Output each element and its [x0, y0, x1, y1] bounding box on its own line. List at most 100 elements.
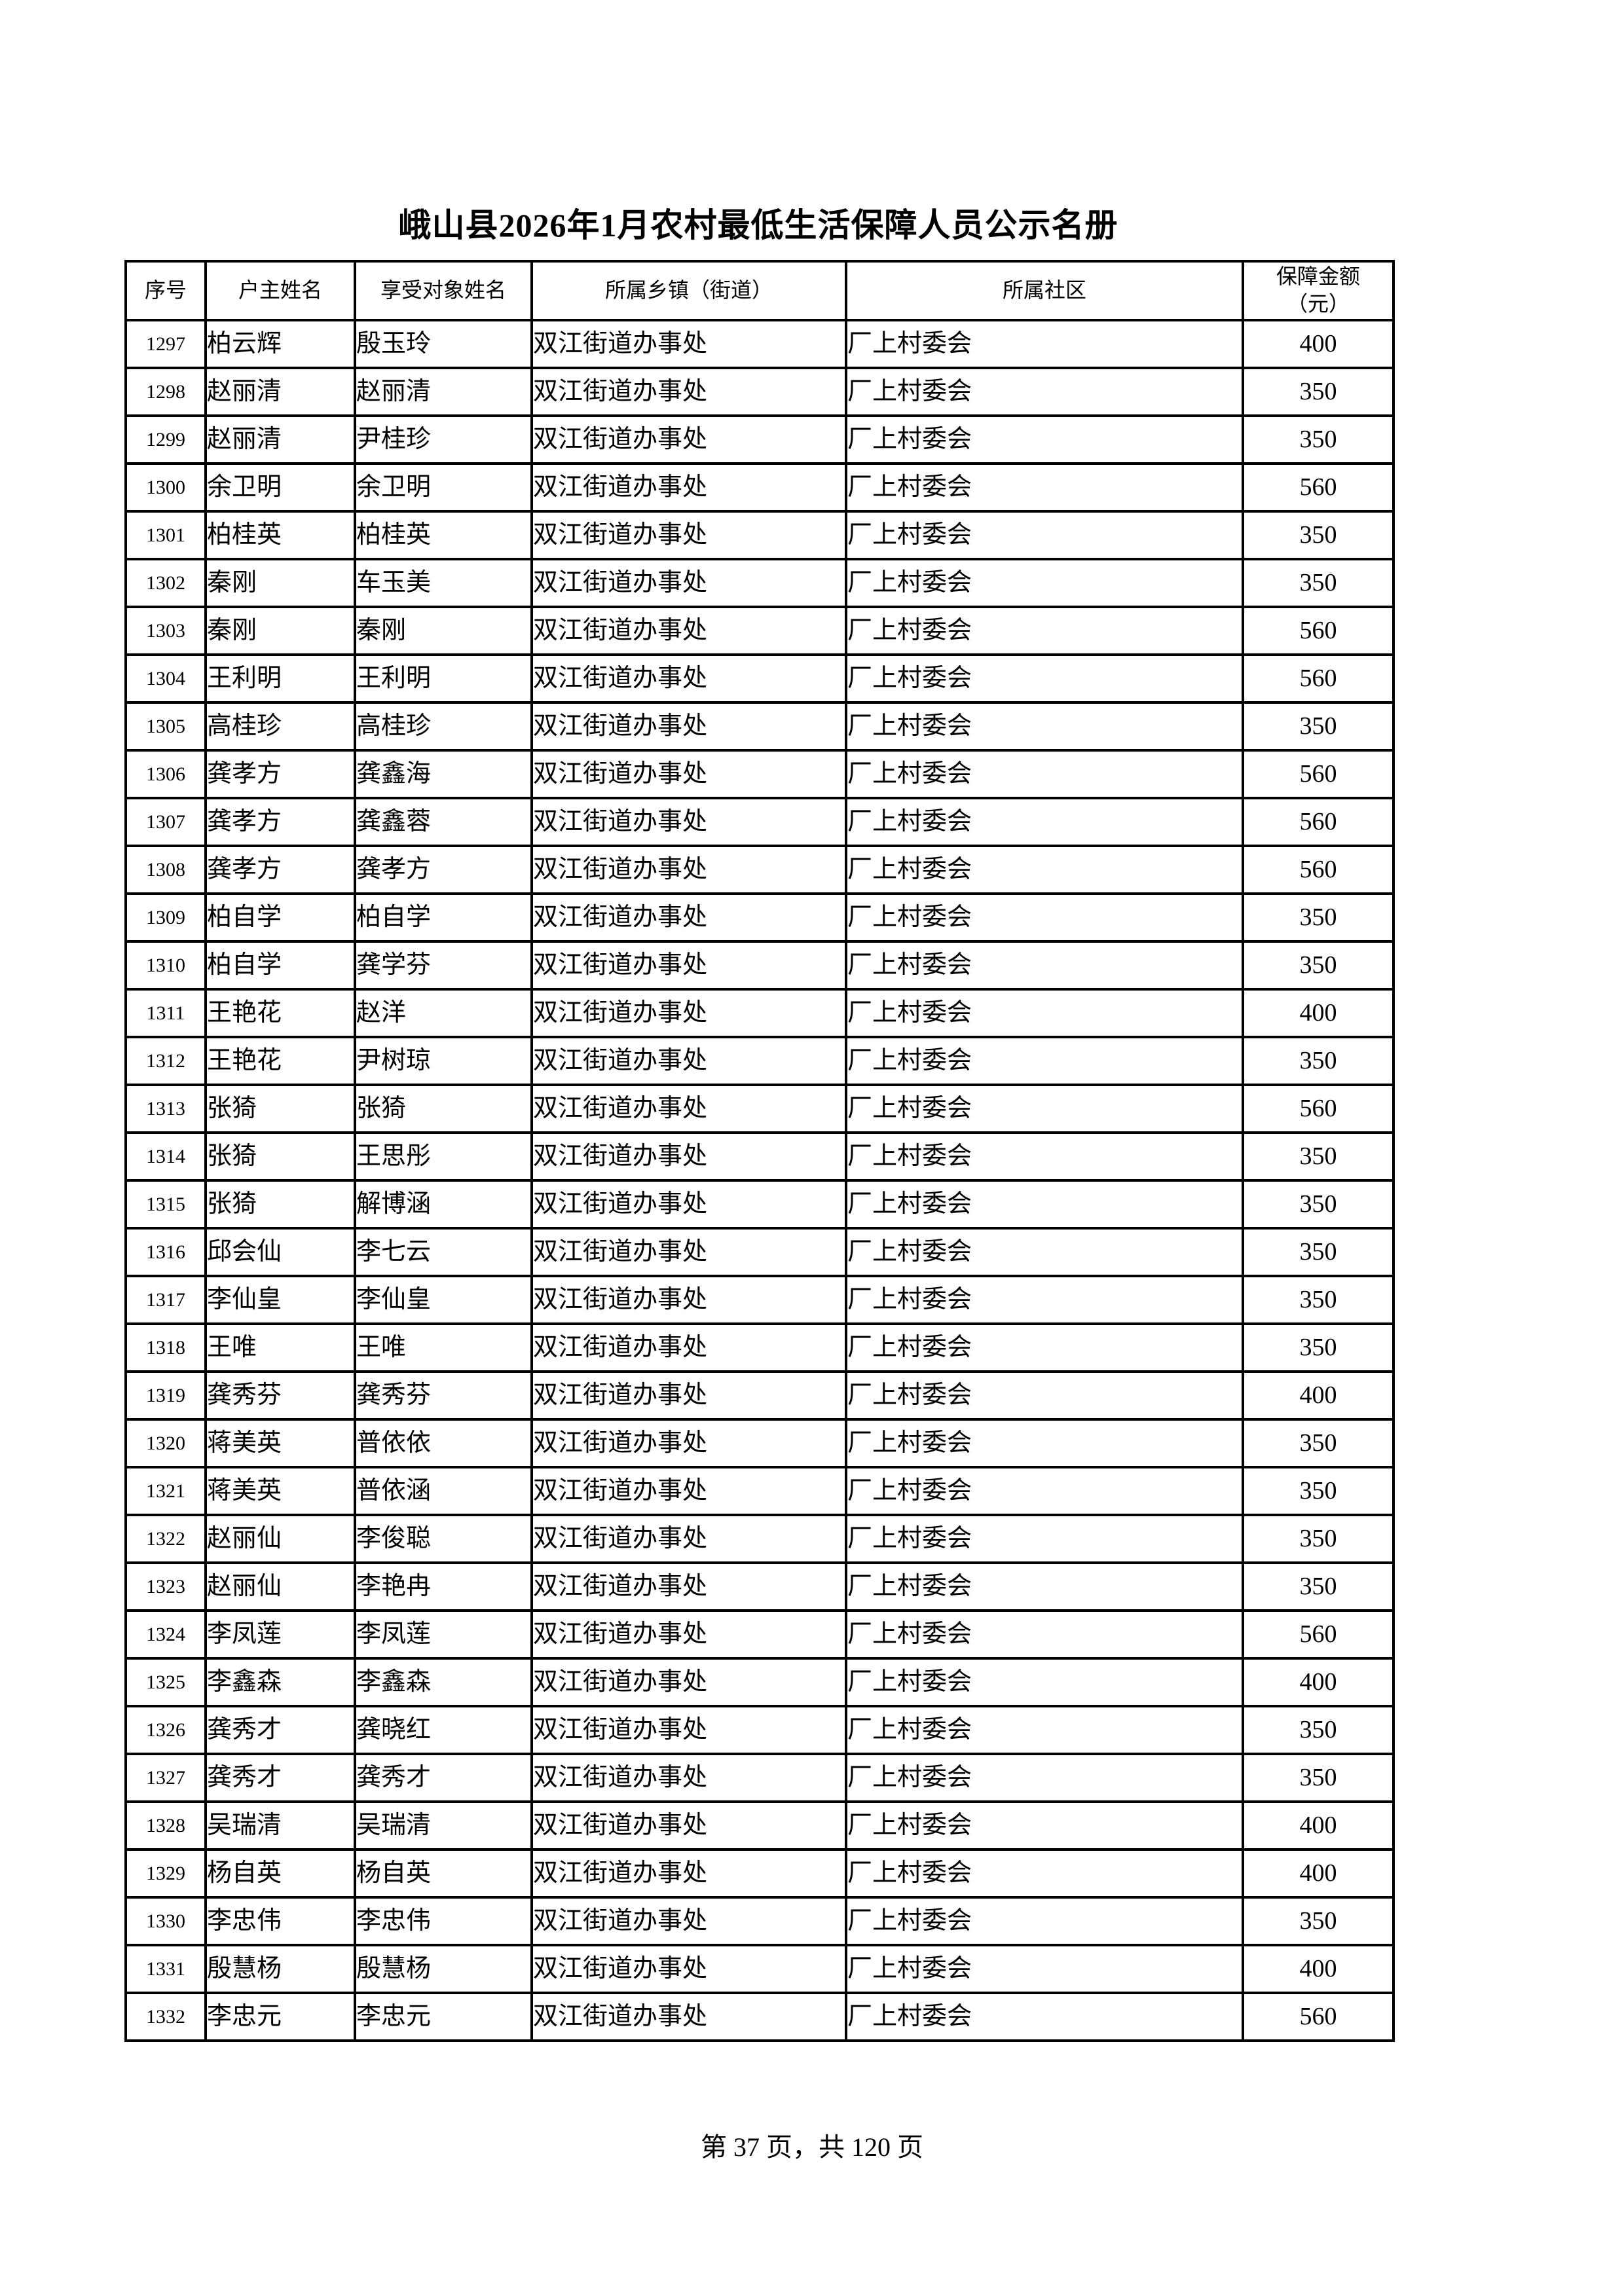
cell-township: 双江街道办事处: [530, 940, 847, 991]
cell-serial-number: 1321: [124, 1466, 207, 1516]
table-row: 1308 龚孝方 龚孝方 双江街道办事处 厂上村委会 560: [124, 845, 1395, 895]
cell-amount: 400: [1242, 1848, 1395, 1899]
cell-township: 双江街道办事处: [530, 1896, 847, 1946]
cell-amount: 350: [1242, 701, 1395, 752]
table-row: 1313 张猗 张猗 双江街道办事处 厂上村委会 560: [124, 1084, 1395, 1134]
cell-household-name: 李忠元: [204, 1992, 356, 2042]
cell-township: 双江街道办事处: [530, 1561, 847, 1612]
cell-township: 双江街道办事处: [530, 462, 847, 513]
cell-household-name: 赵丽清: [204, 367, 356, 417]
cell-amount: 350: [1242, 1275, 1395, 1325]
cell-serial-number: 1316: [124, 1227, 207, 1277]
cell-beneficiary-name: 王思彤: [354, 1131, 533, 1182]
cell-household-name: 赵丽仙: [204, 1561, 356, 1612]
cell-household-name: 李仙皇: [204, 1275, 356, 1325]
cell-amount: 560: [1242, 653, 1395, 704]
cell-amount: 350: [1242, 1466, 1395, 1516]
cell-community: 厂上村委会: [845, 1036, 1244, 1086]
table-row: 1319 龚秀芬 龚秀芬 双江街道办事处 厂上村委会 400: [124, 1370, 1395, 1421]
cell-township: 双江街道办事处: [530, 1084, 847, 1134]
cell-community: 厂上村委会: [845, 1848, 1244, 1899]
column-header-amount: 保障金额 （元）: [1242, 260, 1395, 321]
table-row: 1312 王艳花 尹树琼 双江街道办事处 厂上村委会 350: [124, 1036, 1395, 1086]
table-row: 1317 李仙皇 李仙皇 双江街道办事处 厂上村委会 350: [124, 1275, 1395, 1325]
cell-serial-number: 1319: [124, 1370, 207, 1421]
cell-township: 双江街道办事处: [530, 1036, 847, 1086]
cell-beneficiary-name: 尹树琼: [354, 1036, 533, 1086]
cell-community: 厂上村委会: [845, 1322, 1244, 1373]
cell-beneficiary-name: 李七云: [354, 1227, 533, 1277]
cell-community: 厂上村委会: [845, 1514, 1244, 1564]
cell-beneficiary-name: 车玉美: [354, 558, 533, 608]
table-row: 1325 李鑫森 李鑫森 双江街道办事处 厂上村委会 400: [124, 1657, 1395, 1707]
cell-community: 厂上村委会: [845, 367, 1244, 417]
cell-serial-number: 1308: [124, 845, 207, 895]
column-header-serial-number: 序号: [124, 260, 207, 321]
cell-township: 双江街道办事处: [530, 1466, 847, 1516]
cell-household-name: 龚孝方: [204, 749, 356, 799]
table-row: 1297 柏云辉 殷玉玲 双江街道办事处 厂上村委会 400: [124, 319, 1395, 369]
table-row: 1314 张猗 王思彤 双江街道办事处 厂上村委会 350: [124, 1131, 1395, 1182]
cell-township: 双江街道办事处: [530, 1753, 847, 1803]
cell-serial-number: 1304: [124, 653, 207, 704]
cell-community: 厂上村委会: [845, 1992, 1244, 2042]
cell-township: 双江街道办事处: [530, 1800, 847, 1851]
table-header: 序号 户主姓名 享受对象姓名 所属乡镇（街道） 所属社区 保障金额 （元）: [124, 260, 1395, 321]
cell-amount: 350: [1242, 367, 1395, 417]
cell-beneficiary-name: 王唯: [354, 1322, 533, 1373]
cell-township: 双江街道办事处: [530, 701, 847, 752]
table-row: 1298 赵丽清 赵丽清 双江街道办事处 厂上村委会 350: [124, 367, 1395, 417]
table-row: 1315 张猗 解博涵 双江街道办事处 厂上村委会 350: [124, 1179, 1395, 1230]
cell-household-name: 秦刚: [204, 606, 356, 656]
cell-community: 厂上村委会: [845, 653, 1244, 704]
cell-amount: 560: [1242, 845, 1395, 895]
cell-serial-number: 1305: [124, 701, 207, 752]
cell-amount: 350: [1242, 1131, 1395, 1182]
cell-community: 厂上村委会: [845, 1896, 1244, 1946]
cell-beneficiary-name: 王利明: [354, 653, 533, 704]
cell-amount: 350: [1242, 558, 1395, 608]
cell-beneficiary-name: 李忠元: [354, 1992, 533, 2042]
cell-serial-number: 1326: [124, 1705, 207, 1755]
table-row: 1304 王利明 王利明 双江街道办事处 厂上村委会 560: [124, 653, 1395, 704]
cell-community: 厂上村委会: [845, 1753, 1244, 1803]
cell-amount: 350: [1242, 1561, 1395, 1612]
cell-amount: 350: [1242, 1179, 1395, 1230]
cell-household-name: 龚秀才: [204, 1705, 356, 1755]
cell-township: 双江街道办事处: [530, 1848, 847, 1899]
cell-serial-number: 1323: [124, 1561, 207, 1612]
cell-serial-number: 1322: [124, 1514, 207, 1564]
cell-township: 双江街道办事处: [530, 558, 847, 608]
cell-beneficiary-name: 张猗: [354, 1084, 533, 1134]
cell-community: 厂上村委会: [845, 558, 1244, 608]
cell-household-name: 龚秀才: [204, 1753, 356, 1803]
cell-township: 双江街道办事处: [530, 1131, 847, 1182]
cell-household-name: 张猗: [204, 1131, 356, 1182]
table-row: 1318 王唯 王唯 双江街道办事处 厂上村委会 350: [124, 1322, 1395, 1373]
table-row: 1309 柏自学 柏自学 双江街道办事处 厂上村委会 350: [124, 892, 1395, 943]
table-row: 1305 高桂珍 高桂珍 双江街道办事处 厂上村委会 350: [124, 701, 1395, 752]
cell-beneficiary-name: 秦刚: [354, 606, 533, 656]
cell-amount: 350: [1242, 510, 1395, 560]
cell-township: 双江街道办事处: [530, 1514, 847, 1564]
cell-amount: 400: [1242, 319, 1395, 369]
cell-household-name: 龚秀芬: [204, 1370, 356, 1421]
cell-community: 厂上村委会: [845, 1418, 1244, 1468]
cell-amount: 350: [1242, 1753, 1395, 1803]
cell-household-name: 吴瑞清: [204, 1800, 356, 1851]
cell-beneficiary-name: 殷慧杨: [354, 1944, 533, 1994]
table-row: 1322 赵丽仙 李俊聪 双江街道办事处 厂上村委会 350: [124, 1514, 1395, 1564]
cell-beneficiary-name: 龚学芬: [354, 940, 533, 991]
cell-township: 双江街道办事处: [530, 1609, 847, 1660]
cell-household-name: 王利明: [204, 653, 356, 704]
cell-community: 厂上村委会: [845, 1561, 1244, 1612]
cell-community: 厂上村委会: [845, 1800, 1244, 1851]
cell-serial-number: 1313: [124, 1084, 207, 1134]
cell-household-name: 张猗: [204, 1179, 356, 1230]
cell-serial-number: 1315: [124, 1179, 207, 1230]
column-header-community: 所属社区: [845, 260, 1244, 321]
cell-serial-number: 1310: [124, 940, 207, 991]
cell-household-name: 龚孝方: [204, 845, 356, 895]
cell-household-name: 张猗: [204, 1084, 356, 1134]
cell-beneficiary-name: 普依依: [354, 1418, 533, 1468]
